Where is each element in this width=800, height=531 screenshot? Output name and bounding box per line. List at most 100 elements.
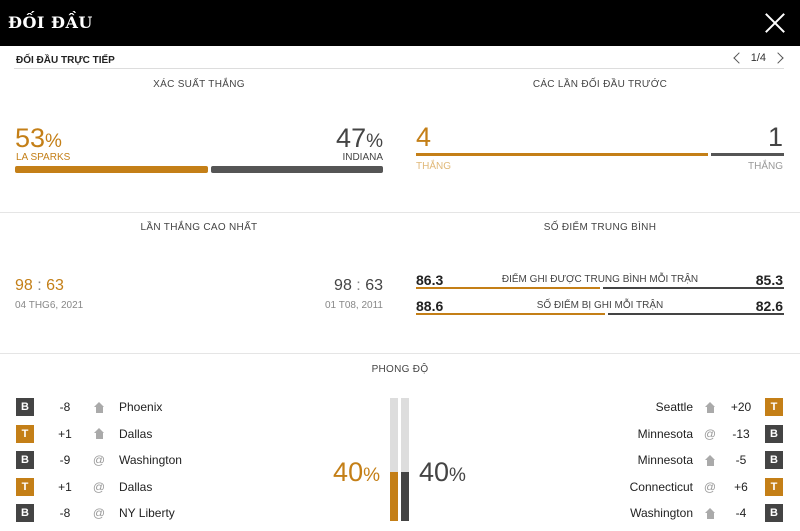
divider <box>14 68 784 69</box>
home-form-pct-value: 40 <box>333 457 364 487</box>
score-diff: -13 <box>732 426 750 441</box>
home-highest-score: 98 : 63 <box>15 277 64 295</box>
opponent-name: Seattle <box>655 400 693 414</box>
venue-away: @ <box>92 453 106 467</box>
house-icon <box>93 428 105 439</box>
section-title-head-to-head: ĐỐI ĐẦU TRỰC TIẾP <box>16 55 115 66</box>
result-badge: B <box>16 504 34 522</box>
venue-away: @ <box>703 480 717 494</box>
result-badge: B <box>765 504 783 522</box>
house-icon <box>93 401 105 413</box>
score-b: 63 <box>46 277 64 294</box>
chevron-left-icon[interactable] <box>733 52 745 64</box>
score-a: 98 <box>334 277 352 294</box>
avg-scored-home: 86.3 <box>416 272 444 288</box>
avg-scored-away-bar <box>602 287 784 289</box>
away-highest-date: 01 T08, 2011 <box>324 300 383 311</box>
result-badge: T <box>16 477 34 496</box>
pager: 1/4 <box>733 52 784 64</box>
venue-away: @ <box>92 506 106 520</box>
result-badge: B <box>765 424 783 443</box>
away-wins-bar <box>711 153 784 156</box>
home-wins-bar <box>416 153 708 156</box>
form-row: T +1 Dallas <box>16 424 153 443</box>
pct-sign: % <box>449 465 466 486</box>
home-form-column-fill <box>390 471 398 521</box>
house-icon <box>704 507 716 519</box>
score-diff: -4 <box>735 506 747 520</box>
score-sep: : <box>356 277 361 294</box>
divider <box>0 353 800 354</box>
form-row: B -8 @ NY Liberty <box>16 504 175 522</box>
result-badge: B <box>16 398 34 416</box>
top-bar: ĐỐI ĐẦU <box>0 0 800 46</box>
result-badge: T <box>765 477 783 496</box>
home-win-prob: 53% <box>15 125 62 155</box>
avg-conceded-home: 88.6 <box>416 298 444 314</box>
form-row: B -8 Phoenix <box>16 398 162 416</box>
home-team-name: LA SPARKS <box>16 152 71 163</box>
form-row: B -9 @ Washington <box>16 451 182 469</box>
home-form-pct: 40% <box>333 459 380 489</box>
score-diff: +1 <box>58 479 72 494</box>
avg-conceded-away: 82.6 <box>755 298 783 314</box>
opponent-name: Minnesota <box>637 426 693 441</box>
away-form-column <box>401 398 409 521</box>
house-icon <box>704 401 716 413</box>
opponent-name: Washington <box>119 453 182 467</box>
score-diff: -5 <box>735 453 747 467</box>
away-venue-icon: @ <box>92 479 106 494</box>
home-win-prob-value: 53 <box>15 123 46 153</box>
score-sep: : <box>37 277 42 294</box>
win-prob-title: XÁC SUẤT THẮNG <box>153 79 245 90</box>
form-row: Minnesota @ -13 B <box>637 424 783 443</box>
previous-meetings-title: CÁC LẦN ĐỐI ĐẦU TRƯỚC <box>532 79 668 90</box>
venue-home <box>703 401 717 413</box>
opponent-name: Dallas <box>119 426 153 441</box>
venue-home <box>92 401 106 413</box>
opponent-name: Connecticut <box>629 479 693 494</box>
score-b: 63 <box>365 277 383 294</box>
venue-home <box>92 428 106 439</box>
form-row: Washington -4 B <box>630 504 783 522</box>
page-title: ĐỐI ĐẦU <box>8 13 93 32</box>
home-wins-label: THẮNG <box>416 161 451 172</box>
pct-sign: % <box>45 131 62 152</box>
result-badge: B <box>16 451 34 469</box>
away-venue-icon: @ <box>92 506 106 520</box>
opponent-name: NY Liberty <box>119 506 175 520</box>
result-badge: T <box>16 424 34 443</box>
home-highest-date: 04 THG6, 2021 <box>15 300 84 311</box>
pct-sign: % <box>363 465 380 486</box>
away-win-prob-value: 47 <box>336 123 367 153</box>
venue-home <box>703 507 717 519</box>
divider <box>0 212 800 213</box>
venue-away: @ <box>92 480 106 494</box>
form-title: PHONG ĐỘ <box>371 364 429 375</box>
close-icon[interactable] <box>764 12 786 34</box>
home-win-prob-bar <box>15 166 209 173</box>
avg-conceded-home-bar <box>416 313 606 315</box>
away-win-prob: 47% <box>336 125 383 155</box>
away-form-pct-value: 40 <box>419 457 450 487</box>
away-highest-score: 98 : 63 <box>334 277 383 295</box>
venue-away: @ <box>703 427 717 441</box>
opponent-name: Minnesota <box>637 453 693 467</box>
score-diff: -9 <box>59 453 71 467</box>
pct-sign: % <box>366 131 383 152</box>
score-diff: -8 <box>59 400 71 414</box>
avg-conceded-away-bar <box>608 313 784 315</box>
opponent-name: Phoenix <box>119 400 163 414</box>
avg-scored-home-bar <box>416 287 600 289</box>
score-diff: +6 <box>734 479 748 494</box>
away-venue-icon: @ <box>703 426 717 441</box>
away-form-column-fill <box>401 471 409 521</box>
venue-home <box>703 454 717 466</box>
avg-scored-label: ĐIỂM GHI ĐƯỢC TRUNG BÌNH MỖI TRẬN <box>501 274 699 285</box>
home-wins: 4 <box>416 122 432 152</box>
score-diff: +20 <box>730 400 752 414</box>
page-indicator: 1/4 <box>750 52 766 64</box>
avg-conceded-label: SỐ ĐIỂM BỊ GHI MỖI TRẬN <box>536 300 664 311</box>
chevron-right-icon[interactable] <box>772 52 784 64</box>
score-a: 98 <box>15 277 33 294</box>
